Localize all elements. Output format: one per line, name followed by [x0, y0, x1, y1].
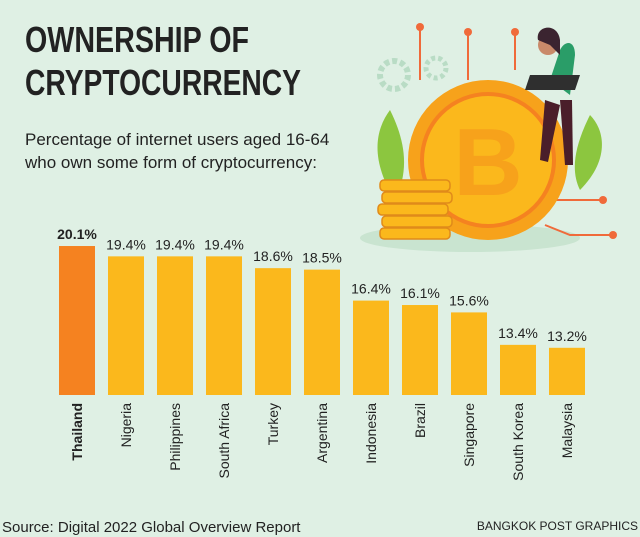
value-label: 16.4%	[351, 281, 391, 297]
x-tick-label: South Africa	[216, 403, 232, 479]
chart-title: OWNERSHIP OF	[25, 19, 249, 60]
value-label: 13.2%	[547, 328, 587, 344]
value-label: 19.4%	[204, 236, 244, 252]
bar	[353, 300, 389, 395]
bar	[451, 312, 487, 395]
bar	[255, 268, 291, 395]
x-tick-label: Indonesia	[363, 403, 379, 464]
x-tick-label: Philippines	[167, 403, 183, 471]
value-label: 20.1%	[57, 226, 97, 242]
value-label: 19.4%	[155, 236, 195, 252]
bar	[108, 256, 144, 395]
chart-subtitle: Percentage of internet users aged 16-64	[25, 130, 329, 149]
x-tick-label: Argentina	[314, 403, 330, 463]
value-label: 18.5%	[302, 250, 342, 266]
value-label: 15.6%	[449, 292, 489, 308]
chart-subtitle: who own some form of cryptocurrency:	[24, 153, 317, 172]
illustration: B	[360, 23, 617, 252]
x-tick-label: South Korea	[510, 403, 526, 481]
bar	[59, 246, 95, 395]
bar	[402, 305, 438, 395]
svg-text:B: B	[453, 109, 522, 216]
x-tick-label: Malaysia	[559, 403, 575, 458]
bar	[500, 344, 536, 395]
value-label: 13.4%	[498, 325, 538, 341]
bar	[304, 269, 340, 395]
bar	[157, 256, 193, 395]
value-label: 19.4%	[106, 236, 146, 252]
x-tick-label: Thailand	[69, 403, 85, 461]
x-tick-label: Turkey	[265, 403, 281, 445]
bar	[206, 256, 242, 395]
value-label: 16.1%	[400, 285, 440, 301]
credit: BANGKOK POST GRAPHICS	[477, 519, 638, 533]
x-tick-label: Brazil	[412, 403, 428, 438]
source: Source: Digital 2022 Global Overview Rep…	[2, 519, 301, 536]
x-tick-label: Singapore	[461, 403, 477, 467]
value-label: 18.6%	[253, 248, 293, 264]
chart-title: CRYPTOCURRENCY	[25, 62, 301, 103]
x-tick-label: Nigeria	[118, 403, 134, 448]
bar	[549, 347, 585, 395]
